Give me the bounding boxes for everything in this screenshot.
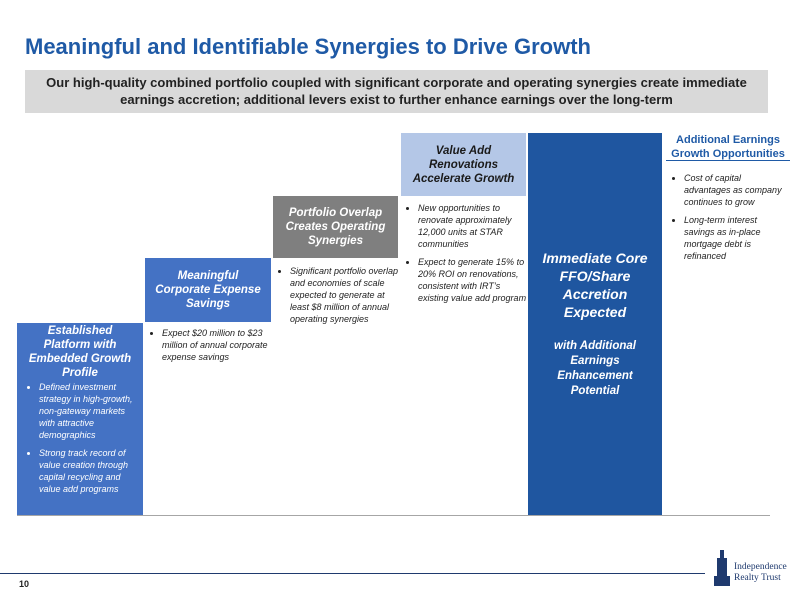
bullet-list: Cost of capital advantages as company co… (670, 172, 790, 268)
step-box: Established Platform with Embedded Growt… (17, 323, 143, 515)
subtitle: Our high-quality combined portfolio coup… (25, 70, 768, 113)
bullet-list: Significant portfolio overlap and econom… (276, 265, 400, 331)
result-box: Immediate Core FFO/Share Accretion Expec… (528, 133, 662, 515)
step-heading: Value Add Renovations Accelerate Growth (401, 133, 526, 196)
logo-icon (714, 550, 730, 586)
baseline (17, 515, 770, 516)
bullet: New opportunities to renovate approximat… (418, 202, 528, 250)
bullet: Strong track record of value creation th… (39, 447, 139, 495)
bullet-list: New opportunities to renovate approximat… (404, 202, 528, 310)
step-heading: Meaningful Corporate Expense Savings (145, 258, 271, 322)
title: Meaningful and Identifiable Synergies to… (25, 34, 591, 59)
bullet-list: Defined investment strategy in high-grow… (17, 381, 143, 495)
logo-line: Realty Trust (734, 573, 781, 583)
step-heading: Portfolio Overlap Creates Operating Syne… (273, 196, 398, 258)
bullet: Expect to generate 15% to 20% ROI on ren… (418, 256, 528, 304)
bullet: Expect $20 million to $23 million of ann… (162, 327, 272, 363)
bullet: Long-term interest savings as in-place m… (684, 214, 790, 262)
footer-line (0, 573, 705, 574)
bullet: Significant portfolio overlap and econom… (290, 265, 400, 325)
logo-text: Independence Realty Trust (734, 562, 787, 584)
bullet-list: Expect $20 million to $23 million of ann… (148, 327, 272, 369)
logo-line: Independence (734, 562, 787, 572)
result-subheading: with Additional Earnings Enhancement Pot… (554, 340, 636, 397)
result-heading: Immediate Core FFO/Share Accretion Expec… (542, 250, 648, 320)
bullet: Cost of capital advantages as company co… (684, 172, 790, 208)
step-heading: Established Platform with Embedded Growt… (28, 325, 132, 379)
bullet: Defined investment strategy in high-grow… (39, 381, 139, 441)
page-number: 10 (19, 579, 30, 589)
additional-heading: Additional Earnings Growth Opportunities (666, 133, 790, 161)
